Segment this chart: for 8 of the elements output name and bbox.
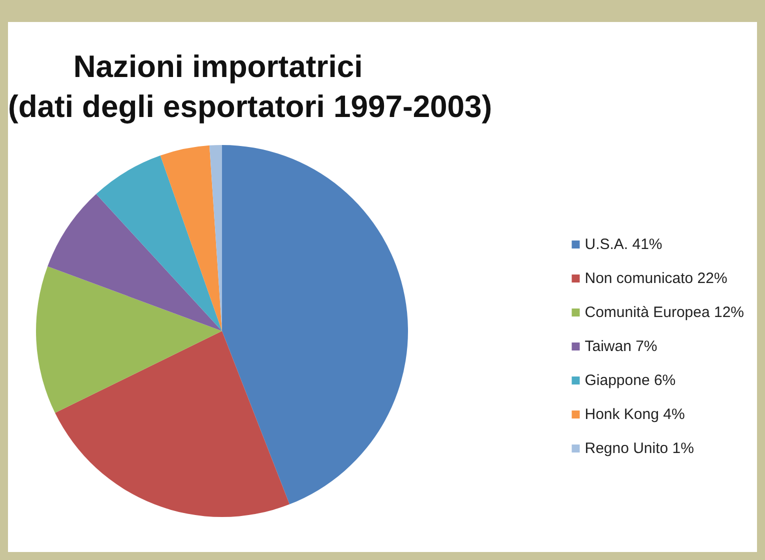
legend-label: U.S.A. 41% <box>584 236 662 253</box>
legend-label: Giappone 6% <box>584 372 676 389</box>
legend-label: Non comunicato 22% <box>584 270 728 287</box>
chart-title: Nazioni importatrici (dati degli esportatori 1997-2003) <box>8 48 492 126</box>
legend-label: Honk Kong 4% <box>584 406 685 423</box>
legend-label: Regno Unito 1% <box>584 440 694 457</box>
legend-label: Comunità Europea 12% <box>584 304 744 321</box>
legend-label: Taiwan 7% <box>584 338 658 355</box>
